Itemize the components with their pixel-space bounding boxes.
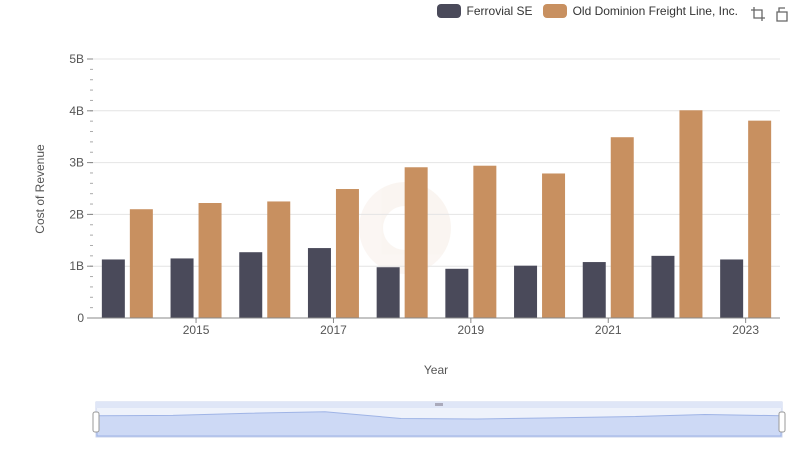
x-tick-label: 2019 [457, 323, 484, 337]
y-axis-ticks: 0 1B 2B 3B 4B 5B [69, 52, 93, 325]
bar-ferrovial-2019[interactable] [445, 268, 469, 318]
bar-old-dominion-2014[interactable] [129, 209, 153, 318]
bar-old-dominion-2019[interactable] [473, 165, 497, 318]
y-axis-title: Cost of Revenue [33, 144, 47, 234]
crop-icon[interactable] [750, 6, 766, 22]
x-axis-ticks: 2015 2017 2019 2021 2023 [183, 318, 759, 337]
range-slider-minimap [96, 411, 782, 437]
bar-ferrovial-2023[interactable] [720, 259, 744, 318]
bar-old-dominion-2021[interactable] [610, 137, 634, 318]
range-slider-right-handle[interactable] [778, 411, 786, 433]
y-tick-label: 0 [77, 311, 84, 325]
y-tick-label: 5B [69, 52, 84, 66]
x-axis-title: Year [424, 363, 448, 377]
bar-old-dominion-2022[interactable] [679, 110, 703, 318]
legend-label-old-dominion: Old Dominion Freight Line, Inc. [572, 4, 738, 18]
bar-ferrovial-2021[interactable] [582, 262, 606, 318]
chart-legend: Ferrovial SE Old Dominion Freight Line, … [436, 4, 738, 18]
bar-old-dominion-2016[interactable] [267, 201, 291, 318]
y-tick-label: 4B [69, 104, 84, 118]
y-minor-ticks [90, 58, 93, 319]
legend-item-old-dominion[interactable]: Old Dominion Freight Line, Inc. [542, 4, 738, 18]
bar-old-dominion-2023[interactable] [748, 120, 772, 318]
legend-swatch-old-dominion [542, 4, 567, 18]
y-gridlines [93, 58, 780, 319]
y-tick-label: 3B [69, 156, 84, 170]
x-tick-label: 2021 [595, 323, 622, 337]
range-slider-grip[interactable] [435, 403, 443, 406]
legend-swatch-ferrovial [436, 4, 461, 18]
bars [101, 110, 772, 318]
bar-ferrovial-2015[interactable] [170, 258, 194, 318]
legend-label-ferrovial: Ferrovial SE [466, 4, 533, 18]
bar-ferrovial-2020[interactable] [514, 265, 538, 318]
range-slider[interactable] [92, 401, 786, 438]
y-tick-label: 1B [69, 259, 84, 273]
bar-old-dominion-2015[interactable] [198, 203, 222, 318]
legend-item-ferrovial[interactable]: Ferrovial SE [436, 4, 533, 18]
bar-ferrovial-2018[interactable] [376, 267, 400, 318]
y-tick-label: 2B [69, 207, 84, 221]
x-tick-label: 2017 [320, 323, 347, 337]
bar-old-dominion-2018[interactable] [404, 167, 428, 318]
x-tick-label: 2015 [183, 323, 210, 337]
chart-toolbar [750, 6, 790, 22]
bar-old-dominion-2017[interactable] [335, 189, 359, 318]
bar-old-dominion-2020[interactable] [542, 173, 566, 318]
range-slider-left-handle[interactable] [92, 411, 100, 433]
bar-ferrovial-2014[interactable] [101, 259, 125, 318]
x-tick-label: 2023 [732, 323, 759, 337]
bar-ferrovial-2017[interactable] [307, 248, 331, 318]
reset-icon[interactable] [774, 6, 790, 22]
bar-ferrovial-2016[interactable] [239, 252, 263, 318]
bar-ferrovial-2022[interactable] [651, 255, 675, 318]
